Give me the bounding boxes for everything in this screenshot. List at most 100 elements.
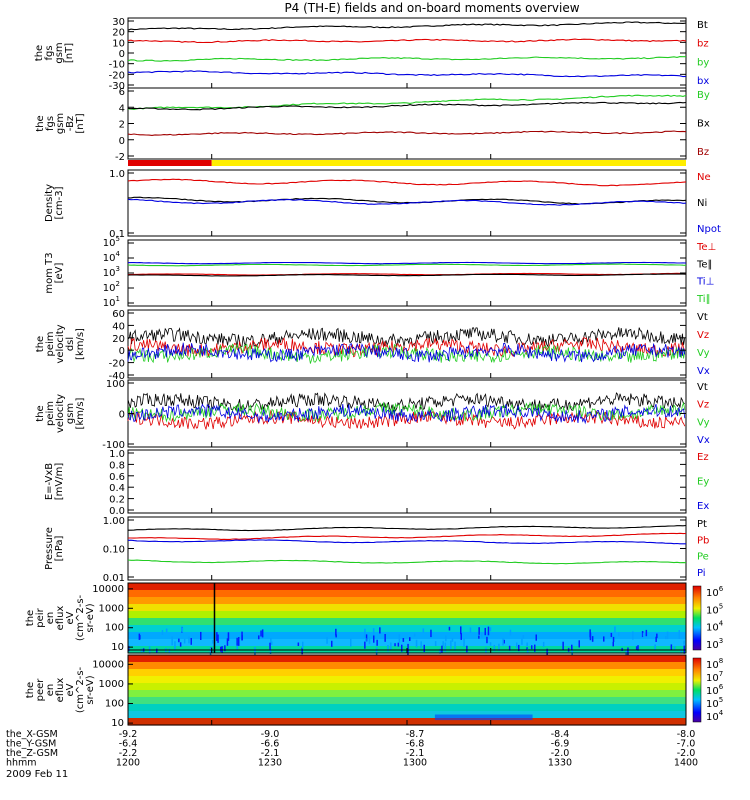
spectrogram-speckle [614, 626, 616, 633]
spectrogram-speckle [271, 641, 273, 645]
legend-label-Ne: Ne [697, 172, 711, 183]
spectrogram-speckle [460, 633, 462, 640]
spectrogram-speckle [161, 630, 164, 635]
spectrogram-speckle [226, 638, 229, 646]
y-axis-label-line: (cm^2-s- [75, 594, 86, 641]
spectrogram-speckle [420, 641, 422, 649]
y-axis-label-line: the [35, 336, 46, 352]
y-axis-label-line: [mV/m] [54, 463, 65, 501]
panel-frame [127, 239, 687, 307]
y-tick-label: 1000 [99, 679, 124, 690]
x-axis-tick-label: 1230 [258, 758, 282, 769]
spectrogram-speckle [683, 640, 685, 645]
y-tick-label: 0.01 [103, 573, 125, 584]
legend-label-Ti⊥: Ti⊥ [696, 277, 714, 288]
colorbar-tick-label: 106 [706, 683, 724, 697]
legend-label-Vx: Vx [697, 366, 710, 377]
y-axis-label-line: gsm [54, 42, 65, 63]
series-line-Vy [127, 401, 686, 423]
y-tick-label: 0.1 [109, 229, 125, 240]
spectrogram-speckle [178, 638, 180, 643]
spectrogram-speckle [448, 626, 451, 631]
legend-label-Bt: Bt [697, 20, 708, 31]
spectrogram-speckle [398, 634, 401, 643]
series-line-Vx [127, 342, 686, 363]
y-axis-label-line: the [25, 682, 36, 698]
spectrogram-speckle [301, 647, 303, 655]
y-axis-label-line: -Bz [65, 116, 76, 131]
y-axis-label-line: velocity [55, 394, 66, 433]
x-axis-tick-label: -2.0 [677, 748, 696, 759]
y-tick-label: 100 [106, 379, 125, 390]
y-tick-label: -40 [109, 371, 125, 382]
spectrogram-band [128, 669, 686, 677]
spectrogram-speckle [460, 626, 462, 635]
y-axis-label-line: [nPa] [54, 535, 65, 561]
x-axis-tick-label: -9.0 [261, 729, 280, 740]
series-line-Ti⊥ [127, 261, 687, 265]
y-axis-label-line: (cm^2-s- [75, 666, 86, 713]
y-tick-label: -10 [109, 60, 125, 71]
spectrogram-band [128, 655, 686, 663]
spectrogram-speckle [486, 636, 488, 644]
y-tick-label: -20 [109, 359, 125, 370]
y-tick-label: 0.0 [109, 506, 125, 517]
legend-label-Vy: Vy [697, 417, 710, 428]
spectrogram-speckle [481, 632, 483, 638]
series-line-Pe [127, 559, 687, 565]
x-axis-tick-label: -9.2 [119, 729, 138, 740]
spectrogram-speckle [562, 641, 564, 651]
x-axis-tick-label: -6.6 [261, 739, 280, 750]
y-axis-label-line: Density [44, 184, 55, 222]
spectrogram-speckle [439, 649, 441, 654]
x-axis-tick-label: 1330 [548, 758, 572, 769]
spectrogram-speckle [498, 643, 500, 651]
y-axis-label-line: fgs [45, 116, 56, 131]
spectrogram-speckle [238, 637, 240, 646]
colorbar-tick-label: 105 [706, 602, 723, 616]
spectrogram-speckle [397, 642, 400, 647]
spectrogram-speckle [454, 641, 456, 651]
spectrogram-speckle [534, 644, 536, 652]
y-axis-label-line: gsm [55, 113, 66, 134]
y-axis-label-line: the [25, 610, 36, 626]
series-line-Pb [128, 532, 687, 540]
panel-frame [127, 87, 687, 160]
spectrogram-speckle [673, 646, 676, 650]
panel-frame [127, 379, 687, 448]
y-tick-label: -30 [109, 81, 125, 92]
legend-label-Vt: Vt [697, 382, 708, 393]
spectrogram-speckle [430, 629, 432, 638]
y-axis-label-line: [km/s] [75, 328, 86, 360]
x-axis-tick-label: -2.0 [551, 748, 570, 759]
series-line-Te∥ [127, 273, 687, 277]
spectrogram-speckle [409, 637, 411, 641]
y-axis-label: Density [cm-3] [44, 184, 65, 222]
y-axis-label: the fgs gsm [nT] [34, 42, 75, 63]
series-line-Bt [127, 21, 687, 31]
legend-label-Vz: Vz [697, 330, 709, 341]
spectrogram-band [128, 639, 686, 647]
y-axis-label-line: peer [35, 678, 46, 702]
spectrogram-speckle [364, 628, 366, 638]
y-axis-label-line: [nT] [64, 43, 75, 63]
spectrogram-band [128, 676, 686, 684]
spectrogram-speckle [444, 646, 446, 652]
colorbar-tick-label: 103 [706, 637, 723, 651]
legend-label-Bx: Bx [697, 119, 710, 130]
spectrogram-speckle [450, 640, 452, 650]
spectrogram-band [128, 662, 686, 670]
y-axis-label: mom T3 [eV] [44, 252, 65, 293]
spectrogram-band [128, 704, 686, 712]
y-tick-label: -20 [109, 70, 125, 81]
spectrogram-speckle [502, 638, 504, 646]
y-tick-label: 100 [105, 699, 124, 710]
y-axis-label-line: velocity [55, 324, 66, 363]
spectrogram-speckle [434, 641, 437, 646]
spectrogram-patch [434, 714, 533, 721]
legend-label-Ex: Ex [697, 501, 709, 512]
y-tick-label: 1.0 [109, 169, 125, 180]
spectrogram-speckle [478, 627, 480, 635]
spectrogram-speckle [654, 644, 656, 650]
spectrogram-speckle [209, 647, 212, 655]
